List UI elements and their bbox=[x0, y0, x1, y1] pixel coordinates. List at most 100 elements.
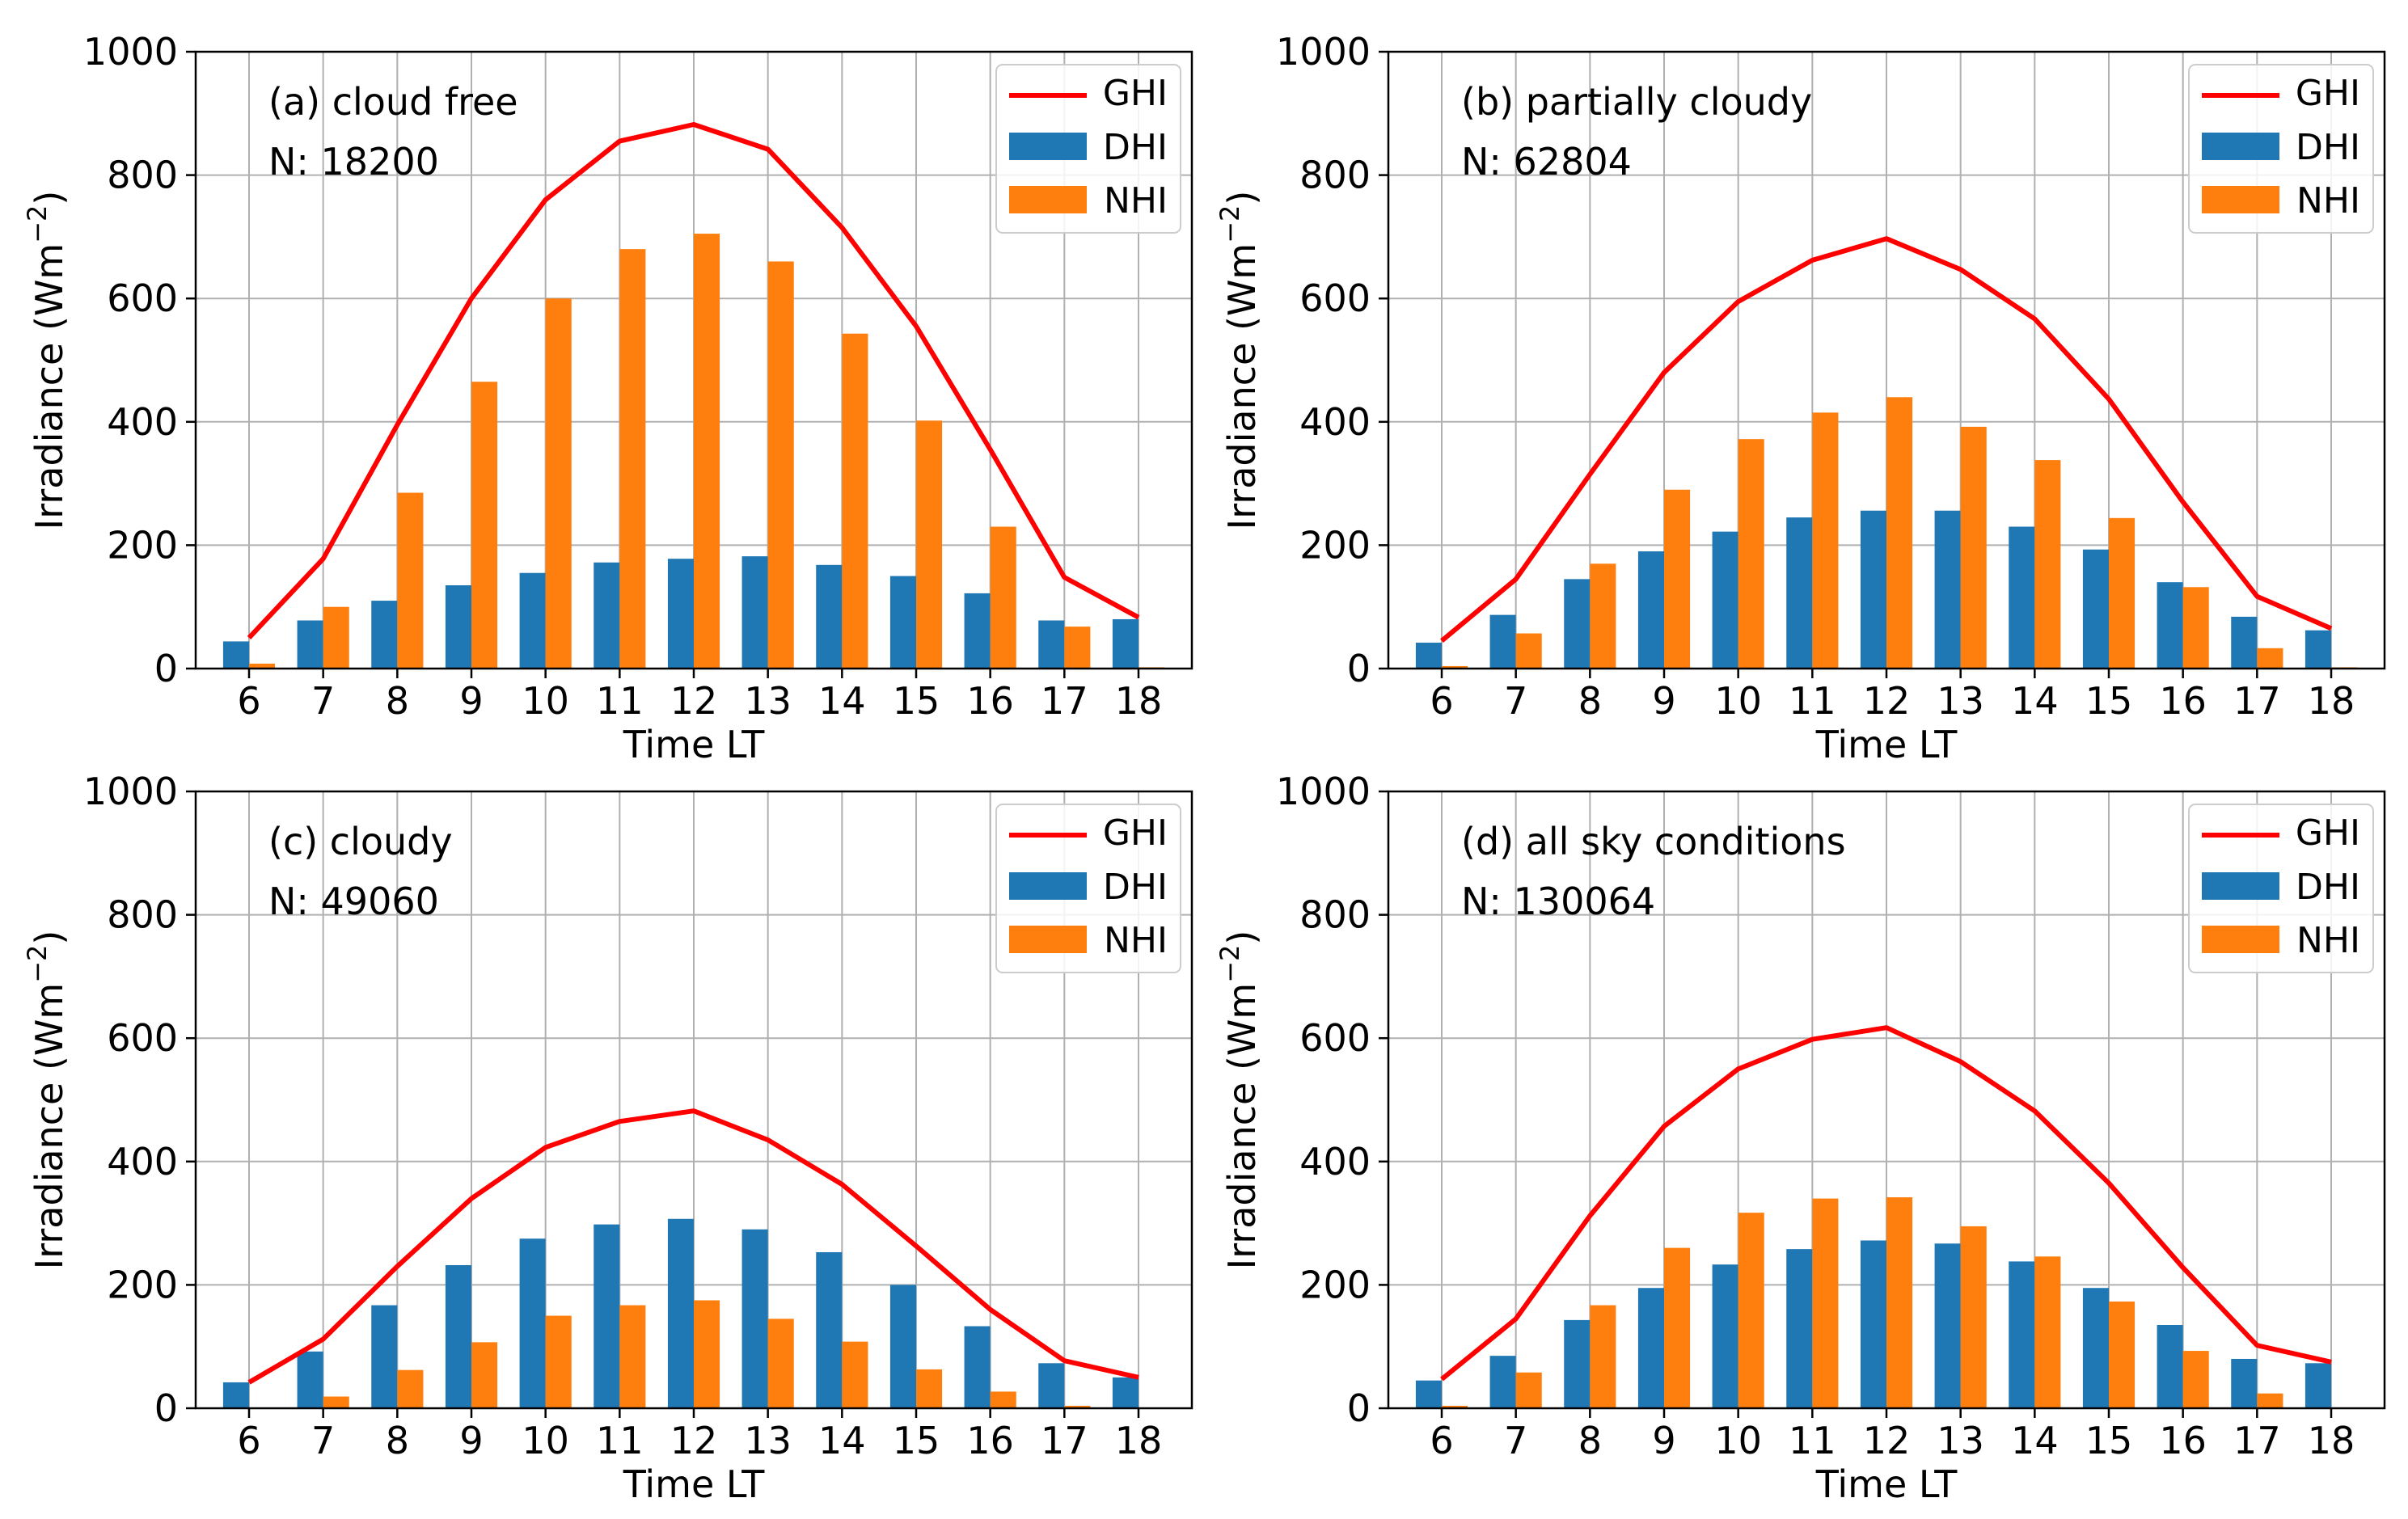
x-tick-label: 8 bbox=[1578, 1419, 1602, 1462]
legend-label-dhi: DHI bbox=[1103, 127, 1168, 168]
x-tick-label: 10 bbox=[1714, 1419, 1762, 1462]
legend-label-ghi: GHI bbox=[1103, 73, 1168, 114]
dhi-bar bbox=[222, 641, 249, 669]
nhi-bar bbox=[2109, 517, 2136, 669]
x-tick-label: 10 bbox=[522, 1419, 569, 1462]
y-tick-label: 600 bbox=[1299, 1016, 1371, 1060]
x-tick-label: 12 bbox=[1863, 679, 1911, 723]
dhi-bar bbox=[1564, 1319, 1591, 1408]
nhi-bar bbox=[1960, 1226, 1987, 1408]
y-tick-label: 400 bbox=[1299, 1140, 1371, 1184]
dhi-bar bbox=[1112, 618, 1139, 669]
dhi-bar bbox=[1712, 1264, 1738, 1408]
x-axis-label: Time LT bbox=[623, 723, 765, 766]
dhi-bar bbox=[2009, 526, 2035, 669]
y-axis-label-close: ) bbox=[1220, 930, 1264, 945]
sample-count-annotation: N: 18200 bbox=[268, 140, 439, 184]
dhi-bar bbox=[2082, 1288, 2109, 1408]
y-tick-label: 400 bbox=[1299, 400, 1371, 444]
nhi-bar bbox=[1738, 439, 1764, 669]
x-tick-label: 13 bbox=[1937, 679, 1984, 723]
nhi-bar bbox=[842, 333, 868, 669]
dhi-bar bbox=[445, 584, 471, 669]
dhi-bar bbox=[741, 556, 768, 669]
x-tick-label: 6 bbox=[237, 1419, 260, 1462]
legend-swatch-dhi bbox=[1009, 133, 1087, 160]
nhi-bar bbox=[1812, 412, 1839, 669]
x-tick-label: 7 bbox=[311, 1419, 335, 1462]
y-axis-label: Irradiance (Wm−2) bbox=[1215, 191, 1264, 530]
dhi-bar bbox=[1489, 614, 1516, 669]
legend-label-dhi: DHI bbox=[1103, 867, 1168, 908]
nhi-bar bbox=[1590, 1305, 1616, 1408]
dhi-bar bbox=[1564, 579, 1591, 669]
x-tick-label: 6 bbox=[1430, 679, 1453, 723]
y-tick-label: 0 bbox=[1347, 647, 1371, 690]
dhi-bar bbox=[2157, 582, 2183, 669]
nhi-bar bbox=[1515, 1372, 1542, 1408]
panel-d: 6 7 8 9 10 11 12 13 14 15 16 17 18 0 200 400 600 800 1000 T… bbox=[1215, 770, 2386, 1506]
y-tick-label: 1000 bbox=[1276, 770, 1371, 813]
dhi-bar bbox=[816, 1251, 843, 1408]
nhi-bar bbox=[1812, 1198, 1839, 1408]
x-tick-label: 14 bbox=[2011, 679, 2059, 723]
dhi-bar bbox=[1038, 620, 1065, 669]
dhi-bar bbox=[667, 559, 694, 669]
x-tick-label: 8 bbox=[1578, 679, 1602, 723]
x-tick-label: 9 bbox=[1652, 1419, 1675, 1462]
x-tick-label: 9 bbox=[1652, 679, 1675, 723]
sample-count-annotation: N: 62804 bbox=[1461, 140, 1632, 184]
x-tick-label: 16 bbox=[2159, 1419, 2207, 1462]
dhi-bar bbox=[2157, 1324, 2183, 1408]
y-axis-label-close: ) bbox=[27, 930, 71, 945]
dhi-bar bbox=[1415, 642, 1442, 669]
legend-label-nhi: NHI bbox=[2296, 180, 2360, 222]
dhi-bar bbox=[816, 564, 843, 669]
dhi-bar bbox=[297, 1351, 323, 1408]
x-tick-label: 16 bbox=[966, 1419, 1014, 1462]
dhi-bar bbox=[297, 620, 323, 669]
dhi-bar bbox=[1038, 1363, 1065, 1408]
x-tick-label: 14 bbox=[818, 679, 866, 723]
y-axis-label-exponent: −2 bbox=[22, 205, 53, 243]
y-axis-label: Irradiance (Wm−2) bbox=[22, 930, 71, 1270]
panel-title-annotation: (b) partially cloudy bbox=[1461, 80, 1812, 124]
legend-swatch-dhi bbox=[2202, 133, 2279, 160]
nhi-bar bbox=[1886, 397, 1913, 669]
dhi-bar bbox=[594, 1224, 620, 1408]
dhi-bar bbox=[222, 1382, 249, 1408]
nhi-bar bbox=[990, 526, 1016, 669]
dhi-bar bbox=[2231, 1358, 2258, 1408]
y-tick-label: 600 bbox=[107, 1016, 178, 1060]
x-tick-label: 12 bbox=[1863, 1419, 1911, 1462]
nhi-bar bbox=[1960, 426, 1987, 669]
legend-swatch-dhi bbox=[1009, 872, 1087, 900]
nhi-bar bbox=[767, 261, 794, 669]
y-tick-label: 0 bbox=[1347, 1386, 1371, 1430]
dhi-bar bbox=[519, 1238, 546, 1408]
nhi-bar bbox=[694, 234, 720, 669]
x-tick-label: 10 bbox=[1714, 679, 1762, 723]
x-axis-label: Time LT bbox=[1815, 723, 1958, 766]
ghi-line bbox=[247, 1108, 1139, 1385]
x-tick-label: 9 bbox=[459, 1419, 483, 1462]
dhi-bar bbox=[667, 1218, 694, 1408]
ghi-line bbox=[247, 122, 1140, 639]
dhi-bar bbox=[594, 562, 620, 669]
nhi-bar bbox=[249, 663, 276, 669]
x-tick-label: 11 bbox=[596, 1419, 644, 1462]
nhi-bar bbox=[1515, 633, 1542, 669]
ghi-line bbox=[1440, 236, 2333, 643]
dhi-bar bbox=[964, 1326, 991, 1408]
nhi-bar bbox=[2182, 587, 2209, 669]
dhi-bar bbox=[371, 601, 398, 669]
x-tick-label: 7 bbox=[1504, 679, 1527, 723]
dhi-bar bbox=[2304, 1363, 2331, 1408]
y-axis-label-main: Irradiance (Wm bbox=[27, 243, 71, 530]
sample-count-annotation: N: 49060 bbox=[268, 880, 439, 923]
dhi-bar bbox=[1786, 1249, 1813, 1408]
y-tick-label: 800 bbox=[1299, 893, 1371, 937]
legend-label-ghi: GHI bbox=[1103, 812, 1168, 854]
x-tick-label: 8 bbox=[386, 679, 409, 723]
ghi-line bbox=[1440, 1025, 2332, 1382]
